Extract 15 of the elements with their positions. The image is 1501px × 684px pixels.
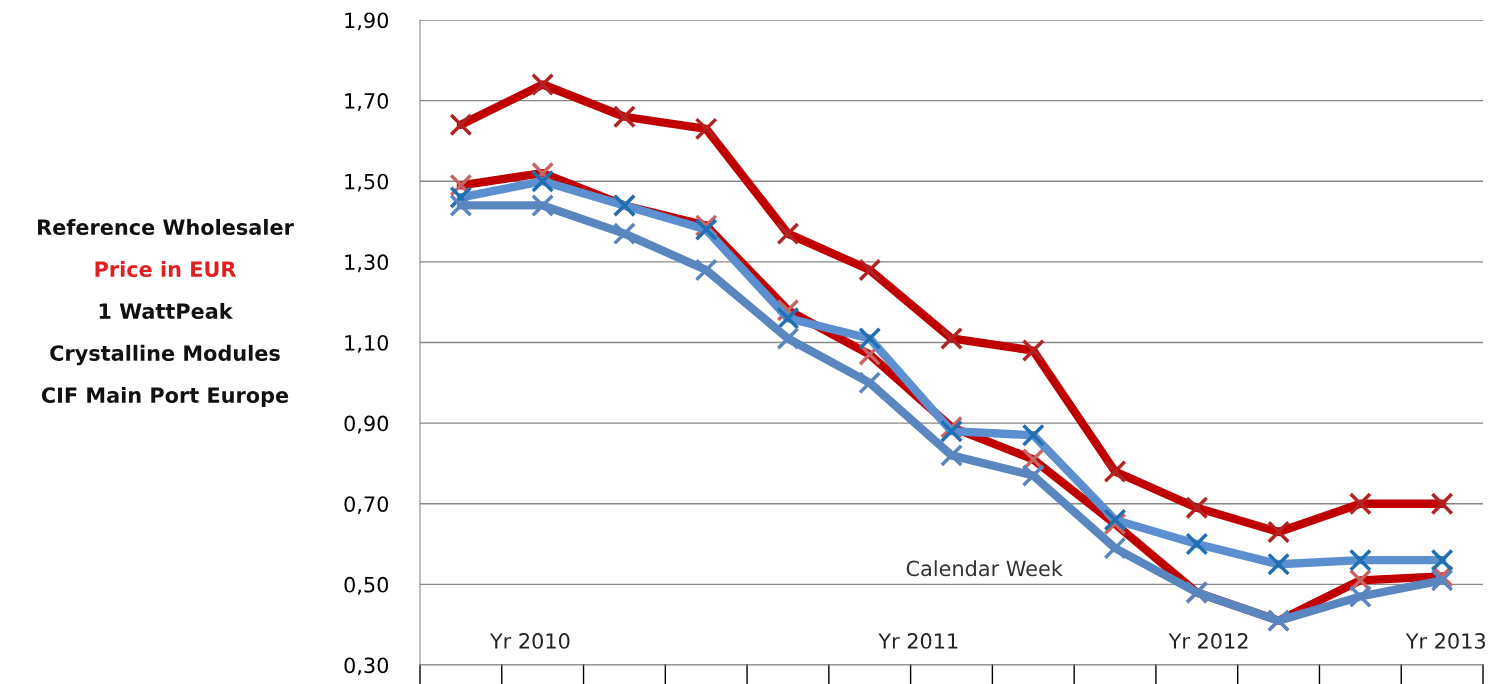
x-axis-title: Calendar Week xyxy=(906,560,1063,577)
annotation: Yr 2011 xyxy=(878,633,958,649)
text: Reference Wholesaler Price in EUR 1 WattPeak Crystalline Modules CIF Main Port Europe xyxy=(38,218,294,408)
y-tick-label: 1,10 xyxy=(345,334,389,353)
annotation: Yr 2013 xyxy=(1405,633,1485,649)
y-tick-label: 0,50 xyxy=(344,576,389,595)
y-tick-label: 1,70 xyxy=(345,93,389,111)
y-tick-label: 0,90 xyxy=(344,415,389,434)
y-tick-label: 1,50 xyxy=(345,173,389,192)
annotation: Yr 2010 xyxy=(489,633,570,649)
annotation: Yr 2012 xyxy=(1168,633,1248,649)
y-tick-label: 1,90 xyxy=(345,12,389,31)
y-tick-label: 0,70 xyxy=(344,496,389,515)
y-tick-label: 0,30 xyxy=(344,657,389,676)
y-tick-label: 1,30 xyxy=(345,254,389,273)
